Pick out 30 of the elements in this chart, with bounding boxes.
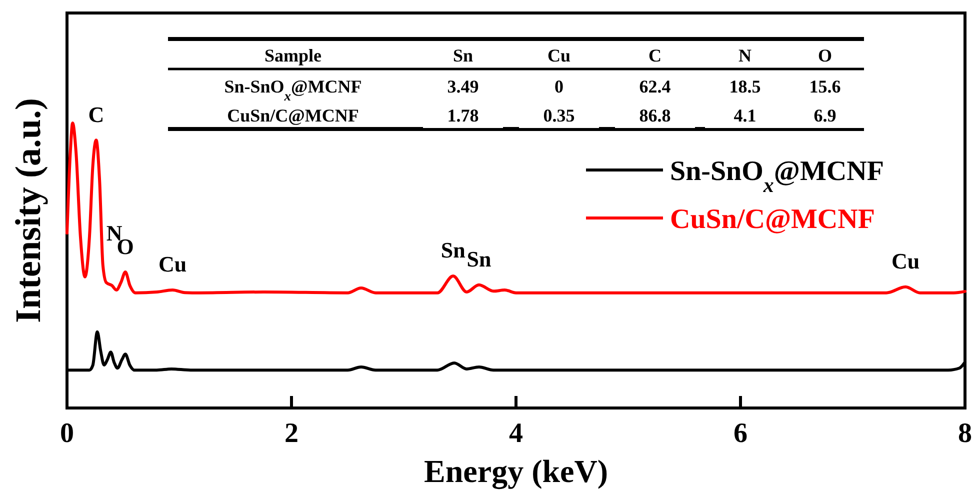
x-tick-label: Sn xyxy=(452,45,474,66)
y-axis-title: Sample xyxy=(264,45,322,66)
x-tick-label: 4 xyxy=(509,418,523,449)
x-tick-label: 2 xyxy=(284,418,298,449)
legend-label: CuSn/C@MCNF xyxy=(670,204,875,235)
data-label: 18.5 xyxy=(729,76,761,96)
data-label: 0.35 xyxy=(543,105,575,126)
annotation: Cu xyxy=(891,248,920,274)
data-label: 62.4 xyxy=(639,76,671,96)
x-tick-label: Cu xyxy=(547,45,571,66)
data-label: 86.8 xyxy=(639,105,671,126)
data-label: 6.9 xyxy=(814,105,836,126)
data-label: 0 xyxy=(554,76,564,96)
x-tick-label: 0 xyxy=(60,418,74,449)
x-tick-label: 8 xyxy=(958,418,972,449)
annotation: Sn xyxy=(440,238,466,263)
data-label: 4.1 xyxy=(734,105,756,126)
annotation: Sn xyxy=(466,246,492,272)
x-tick-label: O xyxy=(818,45,832,66)
x-tick-label: N xyxy=(738,45,752,66)
x-tick-label: C xyxy=(648,45,662,66)
y-axis-title: Intensity (a.u.) xyxy=(8,98,48,324)
annotation: Cu xyxy=(158,252,187,277)
x-tick-label: 6 xyxy=(734,418,748,449)
x-axis-title: Energy (keV) xyxy=(424,453,608,490)
data-label: 3.49 xyxy=(447,76,479,96)
legend-label: Sn-SnO$_{x}$@MCNF xyxy=(670,156,884,197)
annotation: C xyxy=(88,102,104,127)
data-label: 15.6 xyxy=(809,76,841,96)
data-label: 1.78 xyxy=(447,105,479,126)
